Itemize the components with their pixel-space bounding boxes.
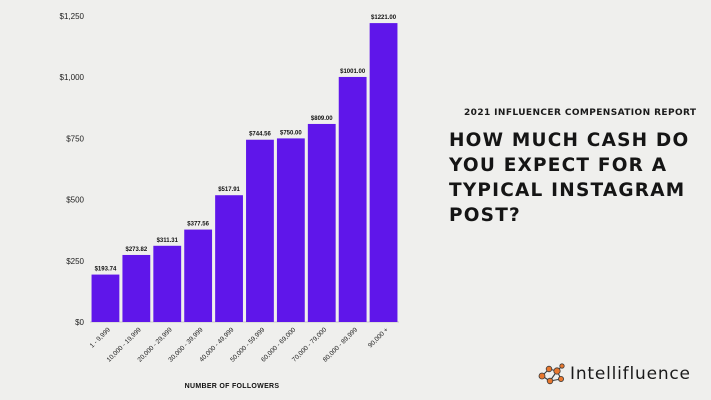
data-label: $193.74 (95, 267, 117, 273)
headline-line: POST? (449, 205, 521, 226)
category-label: 90,000 + (367, 326, 390, 349)
headline-line: YOU EXPECT FOR A (449, 155, 668, 176)
headline-line: HOW MUCH CASH DO (449, 130, 690, 151)
bar (215, 195, 243, 322)
bar (184, 229, 213, 322)
bar (91, 274, 120, 322)
bar (338, 76, 367, 322)
y-tick-label: $250 (66, 257, 84, 266)
headline-line: TYPICAL INSTAGRAM (449, 180, 686, 201)
brand-logo: Intellifluence (538, 362, 691, 386)
report-title: 2021 INFLUENCER COMPENSATION REPORT (464, 108, 697, 118)
brand-name: Intellifluence (570, 364, 691, 384)
bar (276, 138, 305, 322)
data-label: $1001.00 (340, 69, 366, 75)
headline: HOW MUCH CASH DO YOU EXPECT FOR A TYPICA… (449, 128, 699, 228)
bars (91, 23, 398, 322)
bar-chart: $0 $250 $500 $750 $1,000 $1,250 $193.74 $273.8… (60, 12, 399, 390)
y-tick-label: $750 (66, 134, 84, 143)
network-nodes-icon (538, 363, 565, 385)
data-label: $744.56 (249, 132, 271, 138)
y-tick-label: $0 (75, 318, 84, 327)
data-label: $377.56 (187, 222, 209, 228)
bar (122, 254, 151, 322)
y-tick-label: $500 (66, 196, 84, 205)
y-tick-label: $1,250 (60, 12, 85, 21)
data-label: $517.91 (218, 187, 240, 193)
bar (246, 139, 274, 322)
bar (153, 245, 182, 322)
y-axis-ticks: $0 $250 $500 $750 $1,000 $1,250 (60, 12, 85, 327)
bar (307, 123, 336, 322)
data-labels: $193.74 $273.82 $311.31 $377.56 $517.91 $744.… (95, 15, 397, 272)
y-tick-label: $1,000 (60, 73, 85, 82)
data-label: $311.31 (157, 238, 179, 244)
text-panel: 2021 INFLUENCER COMPENSATION REPORT HOW … (449, 108, 699, 228)
data-label: $809.00 (311, 116, 333, 122)
x-axis-title: NUMBER OF FOLLOWERS (185, 383, 280, 390)
data-label: $273.82 (125, 247, 147, 253)
bar (369, 23, 398, 322)
category-label: 1 - 9,999 (89, 326, 112, 349)
data-label: $750.00 (280, 130, 302, 136)
data-label: $1221.00 (371, 15, 397, 21)
